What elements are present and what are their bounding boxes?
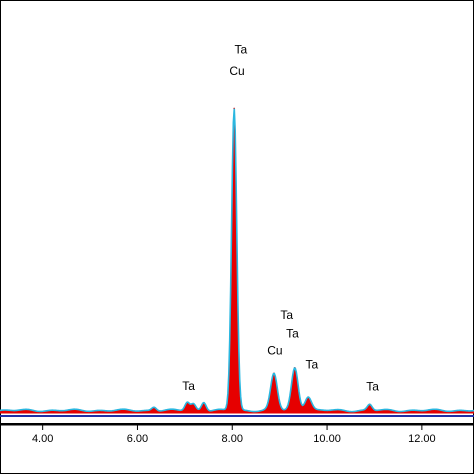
peak-label-ta: Ta	[280, 308, 293, 322]
peak-labels: Ta Ta Cu Ta Ta Cu Ta Ta	[182, 42, 379, 393]
peak-label-ta: Ta	[182, 379, 195, 393]
overlay-layer	[0, 108, 474, 413]
x-axis-ticks: 4.00 6.00 8.00 10.00 12.00	[32, 424, 436, 445]
x-axis-bar	[0, 423, 474, 426]
peak-label-ta: Ta	[234, 42, 247, 56]
x-tick-label: 6.00	[127, 433, 148, 445]
peak-label-ta: Ta	[286, 326, 299, 340]
peak-label-ta: Ta	[366, 380, 379, 394]
x-tick-label: 12.00	[408, 433, 436, 445]
x-tick-label: 10.00	[313, 433, 341, 445]
peak-label-cu: Cu	[267, 344, 282, 358]
peak-label-cu: Cu	[229, 64, 244, 78]
x-tick-label: 8.00	[222, 433, 243, 445]
peak-label-ta: Ta	[306, 357, 319, 371]
spectrum-overlay-line	[0, 108, 474, 413]
x-tick-label: 4.00	[32, 433, 53, 445]
